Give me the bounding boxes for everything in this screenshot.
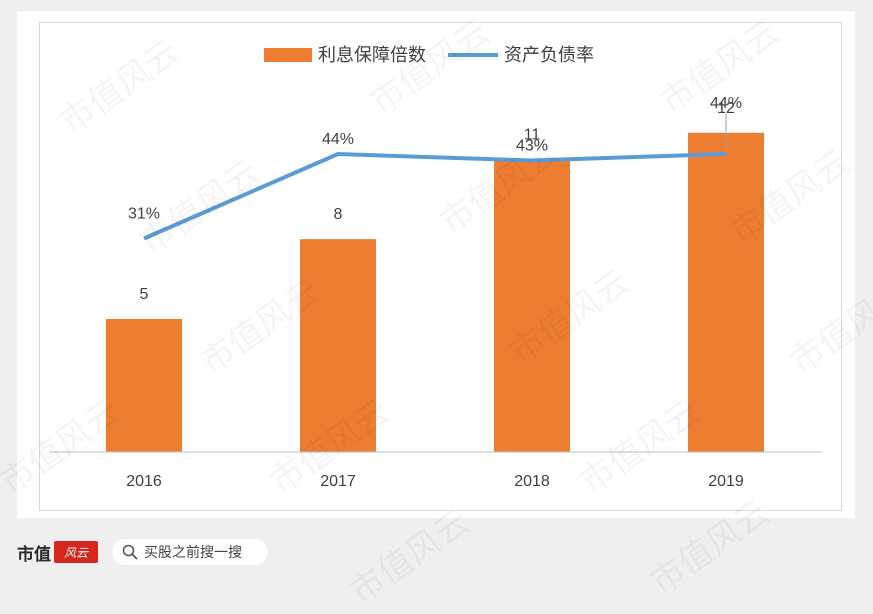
line-data-label: 44% <box>322 131 354 148</box>
search-input[interactable]: 买股之前搜一搜 <box>112 539 268 565</box>
x-tick-label: 2016 <box>126 473 162 490</box>
bar-data-label: 11 <box>524 126 541 143</box>
legend-bar-swatch <box>264 48 312 62</box>
bar-data-label: 5 <box>140 286 149 303</box>
x-tick-label: 2018 <box>514 473 550 490</box>
line-data-label: 31% <box>128 206 160 223</box>
combo-chart: 2016 2017 2018 2019 5 8 11 12 31% 44% 43% 44% 利息保障… <box>50 45 822 490</box>
search-icon <box>122 544 138 560</box>
line-series-debt-ratio <box>143 152 727 241</box>
bar-data-label: 8 <box>334 206 343 223</box>
search-placeholder: 买股之前搜一搜 <box>144 545 242 561</box>
x-tick-label: 2019 <box>708 473 744 490</box>
bar-2019 <box>688 132 764 453</box>
line-data-label: 44% <box>710 95 742 112</box>
bar-2018 <box>494 159 570 452</box>
legend-bar-label: 利息保障倍数 <box>318 45 426 66</box>
chart-card: 2016 2017 2018 2019 5 8 11 12 31% 44% 43% 44% 利息保障… <box>17 11 855 518</box>
line-data-label: 43% <box>516 138 548 155</box>
x-tick-label: 2017 <box>320 473 356 490</box>
bar-2016 <box>106 319 182 452</box>
bar-data-label: 12 <box>717 100 735 117</box>
brand-badge: 风云 <box>54 541 98 563</box>
legend-line-label: 资产负债率 <box>504 45 594 66</box>
chart-frame <box>39 22 842 511</box>
bar-2017 <box>300 239 376 452</box>
footer-bar: 市值 风云 买股之前搜一搜 <box>0 528 873 582</box>
brand-name: 市值 <box>17 544 51 565</box>
brand-logo[interactable]: 市值 风云 <box>17 539 98 565</box>
